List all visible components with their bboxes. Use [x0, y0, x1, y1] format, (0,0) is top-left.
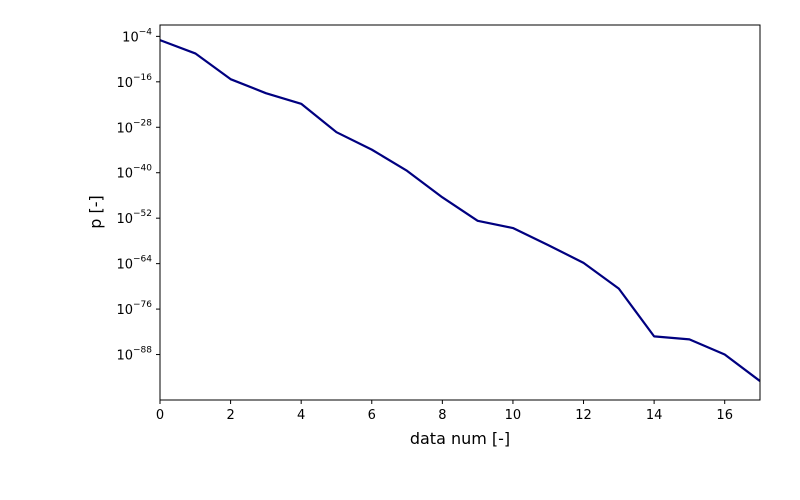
y-tick-label-base: 10 — [116, 121, 133, 136]
x-tick-label: 10 — [505, 408, 522, 423]
y-tick-label: 10−64 — [116, 255, 152, 273]
y-tick-label: 10−40 — [116, 164, 152, 182]
y-tick-label-exponent: −16 — [133, 73, 152, 83]
x-tick-label: 14 — [646, 408, 663, 423]
y-axis-label: p [-] — [86, 195, 105, 229]
x-tick-label: 16 — [716, 408, 733, 423]
plot-frame — [159, 24, 761, 401]
y-tick-label: 10−28 — [116, 118, 152, 136]
y-tick-label-exponent: −76 — [133, 300, 152, 310]
y-tick-label-exponent: −28 — [133, 118, 152, 128]
x-tick-label: 6 — [368, 408, 376, 423]
y-tick-label-exponent: −4 — [139, 27, 153, 37]
y-tick-label-base: 10 — [116, 76, 133, 91]
y-tick-label: 10−4 — [122, 27, 152, 45]
y-tick-label: 10−16 — [116, 73, 152, 91]
y-tick-label-exponent: −88 — [133, 346, 152, 356]
y-tick-label-exponent: −40 — [133, 164, 152, 174]
y-tick-label-base: 10 — [116, 167, 133, 182]
y-tick-label-base: 10 — [122, 30, 139, 45]
y-tick-label-base: 10 — [116, 212, 133, 227]
series-layer — [159, 39, 761, 382]
y-tick-label-exponent: −52 — [133, 209, 152, 219]
y-tick-label: 10−88 — [116, 346, 152, 364]
x-axis-label: data num [-] — [410, 429, 510, 448]
x-tick-label: 2 — [226, 408, 234, 423]
x-axis: 0 2 4 6 8 10 12 14 16 — [156, 400, 733, 423]
y-tick-label: 10−52 — [116, 209, 152, 227]
y-tick-label: 10−76 — [116, 300, 152, 318]
x-tick-label: 12 — [575, 408, 592, 423]
series-line-p — [159, 39, 761, 382]
y-tick-label-base: 10 — [116, 303, 133, 318]
y-tick-label-exponent: −64 — [133, 255, 152, 265]
x-tick-label: 4 — [297, 408, 305, 423]
y-tick-label-base: 10 — [116, 349, 133, 364]
x-tick-label: 0 — [156, 408, 164, 423]
y-tick-label-base: 10 — [116, 258, 133, 273]
x-tick-label: 8 — [438, 408, 446, 423]
